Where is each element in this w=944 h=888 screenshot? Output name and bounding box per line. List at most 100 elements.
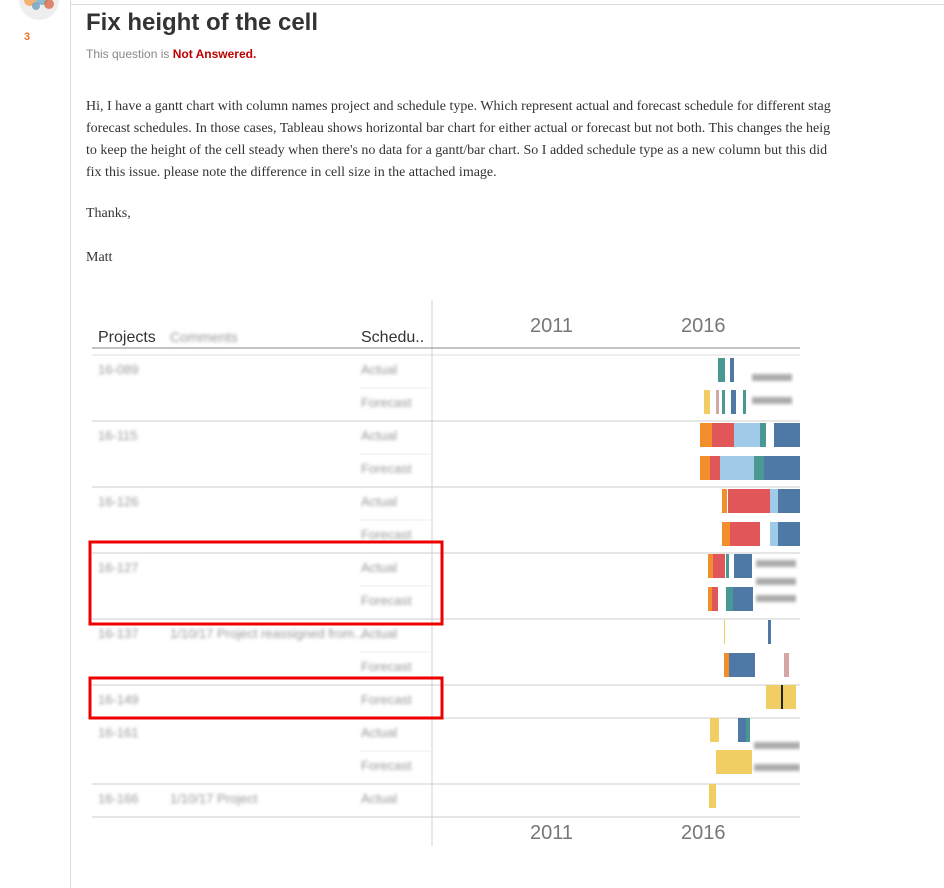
content-divider: [70, 0, 71, 888]
gantt-bar: [746, 718, 750, 742]
project-label: 16-137: [98, 626, 138, 641]
gantt-bar: [708, 587, 712, 611]
schedule-type-label: Forecast: [361, 461, 412, 476]
gantt-bar: [734, 554, 752, 578]
project-label: 16-161: [98, 725, 138, 740]
body-line: fix this issue. please note the differen…: [86, 165, 497, 180]
schedule-type-label: Forecast: [361, 395, 412, 410]
gantt-bar: [733, 587, 753, 611]
gantt-row: 16-137 1/10/17 Project reassigned from...…: [92, 626, 800, 686]
highlight-box: [88, 540, 444, 626]
body-signature: Matt: [86, 250, 113, 265]
gantt-bar: [724, 620, 725, 644]
gantt-bar: [778, 522, 800, 546]
schedule-type-label: Actual: [361, 560, 397, 575]
project-label: 16-127: [98, 560, 138, 575]
gantt-bar: [700, 456, 710, 480]
schedule-type-label: Forecast: [361, 527, 412, 542]
gantt-bar: [770, 489, 778, 513]
blurred-data-label: [752, 397, 792, 404]
project-label: 16-115: [98, 428, 138, 443]
gantt-bar: [781, 685, 783, 709]
gantt-bar: [718, 358, 725, 382]
gantt-bar: [712, 423, 734, 447]
body-line: Hi, I have a gantt chart with column nam…: [86, 99, 831, 114]
question-body: Hi, I have a gantt chart with column nam…: [86, 96, 944, 184]
gantt-bar: [730, 522, 760, 546]
top-divider: [70, 4, 944, 5]
gantt-bar: [770, 522, 778, 546]
gantt-row: 16-127 Actual Forecast: [92, 560, 800, 620]
schedule-type-label: Actual: [361, 362, 397, 377]
gantt-row: 16-089 Actual Forecast: [92, 362, 800, 422]
gantt-row: 16-161 Actual Forecast: [92, 725, 800, 785]
schedule-type-label: Actual: [361, 428, 397, 443]
schedule-type-label: Forecast: [361, 659, 412, 674]
gantt-bar: [716, 390, 719, 414]
gantt-bar: [712, 587, 718, 611]
schedule-type-label: Actual: [361, 725, 397, 740]
gantt-row: 16-126 Actual Forecast: [92, 494, 800, 554]
schedule-type-label: Forecast: [361, 692, 412, 707]
avatar[interactable]: [16, 0, 62, 28]
gantt-bar: [704, 390, 710, 414]
question-status: This question is Not Answered.: [86, 47, 256, 61]
axis-year-bottom-2016: 2016: [681, 822, 726, 844]
gantt-row: 16-166 1/10/17 Project Actual: [92, 791, 800, 818]
project-label: 16-166: [98, 791, 138, 806]
question-title: Fix height of the cell: [86, 9, 319, 36]
schedule-type-label: Forecast: [361, 593, 412, 608]
gantt-row: 16-115 Actual Forecast: [92, 428, 800, 488]
gantt-bar: [738, 718, 746, 742]
gantt-bar: [713, 554, 725, 578]
gantt-bar: [716, 750, 752, 774]
gantt-bar: [743, 390, 746, 414]
gantt-bar: [778, 489, 800, 513]
gantt-bar: [730, 358, 734, 382]
gantt-bar: [709, 784, 716, 808]
blurred-data-label: [756, 560, 796, 567]
gantt-bar: [764, 456, 800, 480]
gantt-bar: [724, 653, 729, 677]
blurred-data-label: [752, 374, 792, 381]
comment-label: 1/10/17 Project reassigned from...: [170, 626, 365, 641]
gantt-bar: [760, 423, 766, 447]
attached-gantt-image: Projects Comments Schedu.. 2011 2016 201…: [88, 300, 800, 846]
gantt-bar: [708, 554, 713, 578]
status-prefix: This question is: [86, 47, 170, 61]
gantt-bar: [774, 423, 800, 447]
gantt-row: 16-149 Forecast: [92, 692, 800, 719]
gantt-bar: [722, 390, 725, 414]
axis-year-top-2016: 2016: [681, 315, 726, 337]
score-badge: 3: [24, 31, 31, 43]
highlight-box: [88, 676, 444, 720]
schedule-type-label: Forecast: [361, 758, 412, 773]
header-projects: Projects: [98, 329, 156, 346]
gantt-bar: [728, 489, 770, 513]
gantt-bar: [768, 620, 771, 644]
gantt-bar: [726, 554, 729, 578]
header-comments: Comments: [170, 329, 238, 345]
header-schedule: Schedu..: [361, 329, 424, 346]
gantt-bar: [700, 423, 712, 447]
gantt-bar: [720, 456, 754, 480]
axis-year-bottom-2011: 2011: [530, 822, 573, 844]
left-rail: 3: [0, 0, 70, 888]
blurred-data-label: [756, 595, 796, 602]
gantt-bar: [726, 587, 733, 611]
blurred-data-label: [754, 764, 800, 771]
gantt-bar: [729, 653, 755, 677]
body-line: to keep the height of the cell steady wh…: [86, 143, 828, 158]
blurred-data-label: [754, 742, 800, 749]
project-label: 16-089: [98, 362, 138, 377]
gantt-bar: [722, 522, 730, 546]
body-line: forecast schedules. In those cases, Tabl…: [86, 121, 831, 136]
blurred-data-label: [756, 578, 796, 585]
comment-label: 1/10/17 Project: [170, 791, 258, 806]
schedule-type-label: Actual: [361, 791, 397, 806]
body-thanks: Thanks,: [86, 206, 131, 221]
project-label: 16-149: [98, 692, 138, 707]
gantt-bar: [734, 423, 760, 447]
schedule-type-label: Actual: [361, 494, 397, 509]
gantt-bar: [754, 456, 764, 480]
